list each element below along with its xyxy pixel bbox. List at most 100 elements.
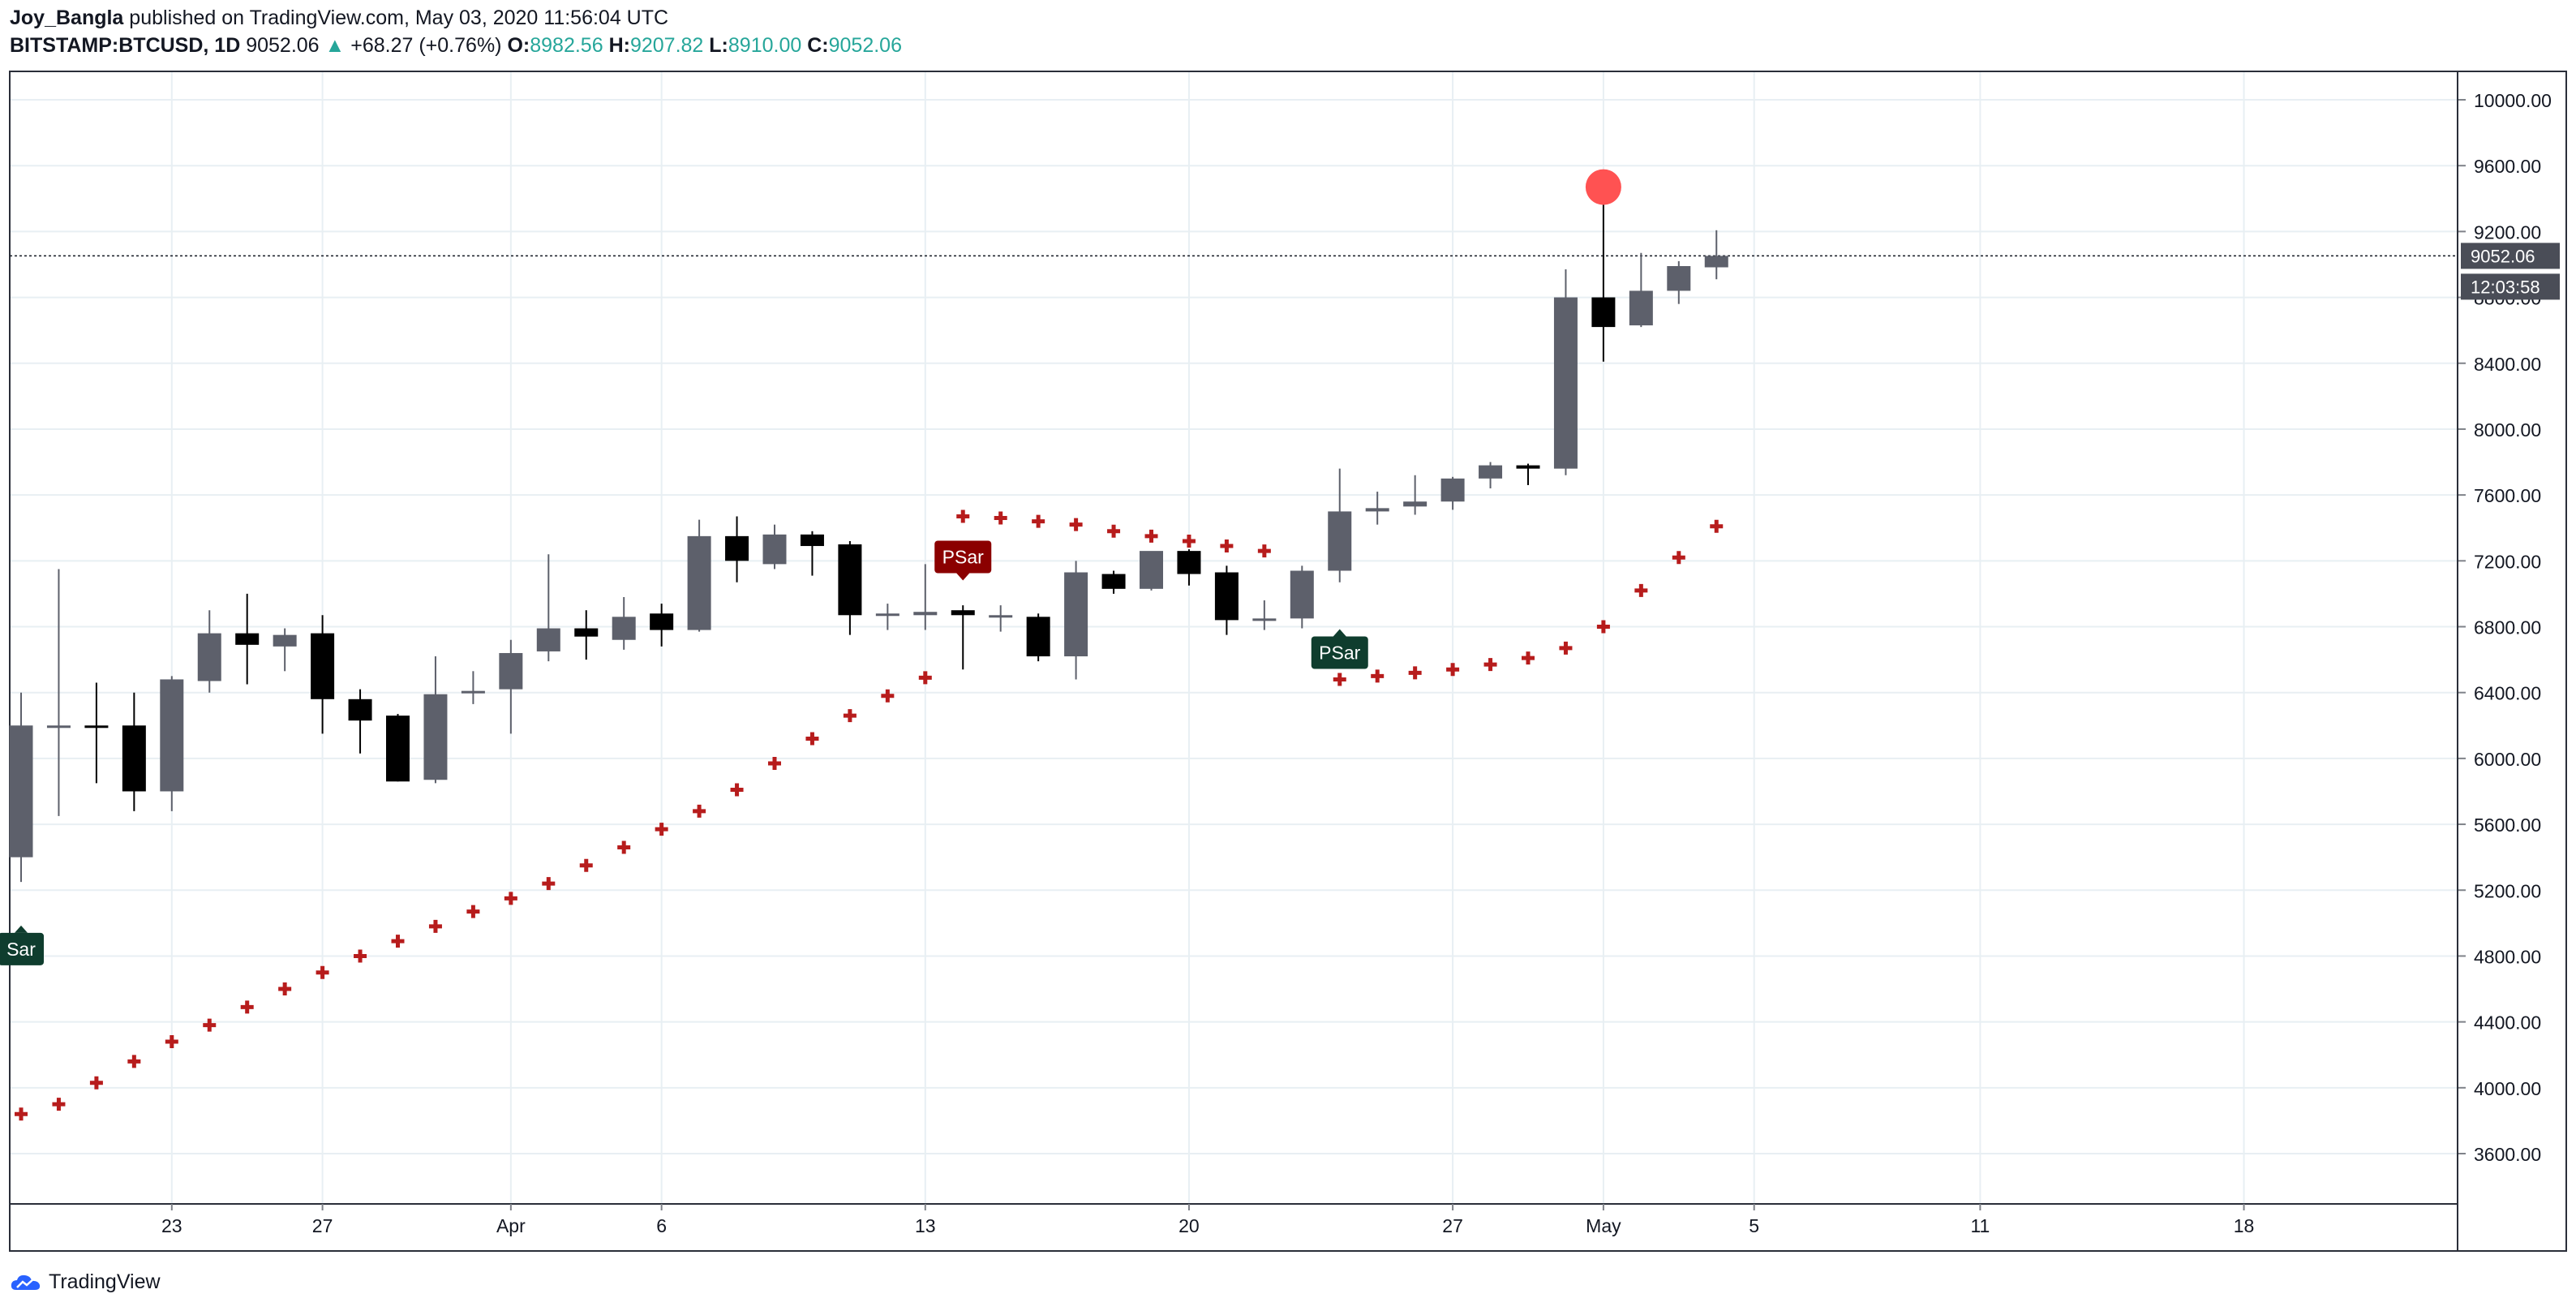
candle-body bbox=[1290, 570, 1314, 619]
x-axis-tick-label: 27 bbox=[1442, 1215, 1463, 1236]
candle bbox=[1516, 463, 1540, 485]
candle-body bbox=[1252, 618, 1277, 621]
psar-point bbox=[1634, 583, 1648, 597]
candle bbox=[536, 554, 560, 662]
candle-body bbox=[423, 694, 448, 780]
price-label-box bbox=[2461, 243, 2560, 269]
open-label: O: bbox=[507, 34, 530, 57]
low-label: L: bbox=[709, 34, 728, 57]
countdown-axis-label: 12:03:58 bbox=[2461, 273, 2560, 300]
low-value: 8910.00 bbox=[728, 34, 802, 57]
label-pointer bbox=[15, 925, 28, 933]
candle bbox=[499, 639, 523, 734]
psar-point bbox=[504, 892, 517, 905]
candle bbox=[386, 714, 410, 782]
candle bbox=[1026, 613, 1050, 662]
y-axis-tick-label: 9200.00 bbox=[2474, 221, 2541, 243]
candle-body bbox=[273, 634, 297, 647]
y-axis-tick-label: 5600.00 bbox=[2474, 815, 2541, 836]
psar-point bbox=[918, 671, 932, 685]
candle-body bbox=[499, 652, 523, 690]
candle bbox=[1064, 561, 1088, 680]
candle-body bbox=[687, 535, 711, 630]
psar-point bbox=[1596, 620, 1610, 634]
candle bbox=[951, 605, 975, 670]
candle-body bbox=[1667, 265, 1691, 291]
candle bbox=[9, 692, 33, 883]
psar-point bbox=[52, 1098, 66, 1111]
y-axis-tick-label: 6400.00 bbox=[2474, 683, 2541, 704]
x-axis-tick-label: 13 bbox=[915, 1215, 936, 1236]
signal-circle-marker bbox=[1585, 169, 1621, 205]
y-axis-tick-label: 4400.00 bbox=[2474, 1012, 2541, 1034]
candle-body bbox=[1479, 465, 1503, 479]
candle bbox=[875, 604, 899, 630]
psar-point bbox=[165, 1034, 178, 1048]
symbol-legend: BITSTAMP:BTCUSD, 1D 9052.06 ▲ +68.27 (+0… bbox=[10, 34, 902, 58]
candle-body bbox=[1629, 290, 1653, 326]
candle bbox=[1704, 230, 1728, 280]
psar-point bbox=[466, 905, 480, 918]
candle-body bbox=[235, 633, 260, 645]
up-triangle-icon: ▲ bbox=[324, 34, 346, 57]
label-box bbox=[1311, 636, 1368, 669]
candle-body bbox=[536, 628, 560, 651]
label-text: PSar bbox=[1319, 643, 1360, 664]
candle-body bbox=[1553, 297, 1578, 469]
x-axis-tick-label: 18 bbox=[2234, 1215, 2255, 1236]
candle bbox=[687, 519, 711, 632]
candle-body bbox=[46, 725, 71, 729]
candle bbox=[1290, 565, 1314, 629]
candle-body bbox=[1177, 551, 1201, 574]
candle bbox=[1440, 476, 1465, 510]
psar-point bbox=[1672, 551, 1685, 565]
psar-point bbox=[579, 858, 593, 872]
psar-point bbox=[1710, 519, 1724, 533]
countdown-box bbox=[2461, 273, 2560, 300]
psar-point bbox=[316, 965, 329, 979]
tradingview-cloud-icon bbox=[11, 1274, 41, 1290]
psar-point bbox=[1032, 514, 1045, 528]
candle bbox=[989, 605, 1013, 632]
x-axis-tick-label: 23 bbox=[161, 1215, 182, 1236]
candle bbox=[1328, 468, 1352, 582]
psar-point bbox=[655, 823, 668, 836]
candle bbox=[1629, 252, 1653, 328]
y-axis-tick-label: 3600.00 bbox=[2474, 1144, 2541, 1165]
candle-body bbox=[1704, 256, 1728, 268]
candle bbox=[1667, 260, 1691, 304]
x-axis-tick-label: 20 bbox=[1179, 1215, 1200, 1236]
symbol-label: BITSTAMP:BTCUSD, 1D bbox=[10, 34, 241, 57]
countdown-text: 12:03:58 bbox=[2471, 277, 2540, 297]
candle-body bbox=[9, 725, 33, 858]
candle-body bbox=[1101, 574, 1126, 589]
candle bbox=[1479, 462, 1503, 489]
label-box bbox=[934, 540, 992, 574]
candle bbox=[1591, 198, 1616, 362]
candle bbox=[423, 656, 448, 784]
psar-point bbox=[881, 689, 895, 703]
tradingview-logo[interactable]: TradingView bbox=[10, 1267, 161, 1296]
psar-point bbox=[1257, 544, 1271, 558]
y-axis-tick-label: 9600.00 bbox=[2474, 156, 2541, 177]
candle-body bbox=[1516, 465, 1540, 469]
candle bbox=[800, 531, 824, 576]
candle-body bbox=[1403, 501, 1428, 507]
candle bbox=[1214, 565, 1239, 635]
psar-point bbox=[428, 919, 442, 933]
publish-info: Joy_Bangla published on TradingView.com,… bbox=[10, 6, 668, 30]
psar-point bbox=[1522, 651, 1535, 665]
chart-frame bbox=[9, 71, 2567, 1252]
candle bbox=[273, 628, 297, 672]
psar-point bbox=[1182, 534, 1196, 548]
y-axis-tick-label: 5200.00 bbox=[2474, 880, 2541, 901]
x-axis-tick-label: 5 bbox=[1749, 1215, 1759, 1236]
candle-body bbox=[725, 535, 749, 561]
psar-point bbox=[693, 804, 706, 818]
candle-body bbox=[386, 716, 410, 782]
candle-body bbox=[84, 725, 109, 729]
price-chart[interactable]: 10000.009600.009200.008800.008400.008000… bbox=[0, 0, 2576, 1266]
psar-point bbox=[768, 756, 781, 770]
candle bbox=[46, 569, 71, 816]
psar-point bbox=[805, 732, 819, 746]
